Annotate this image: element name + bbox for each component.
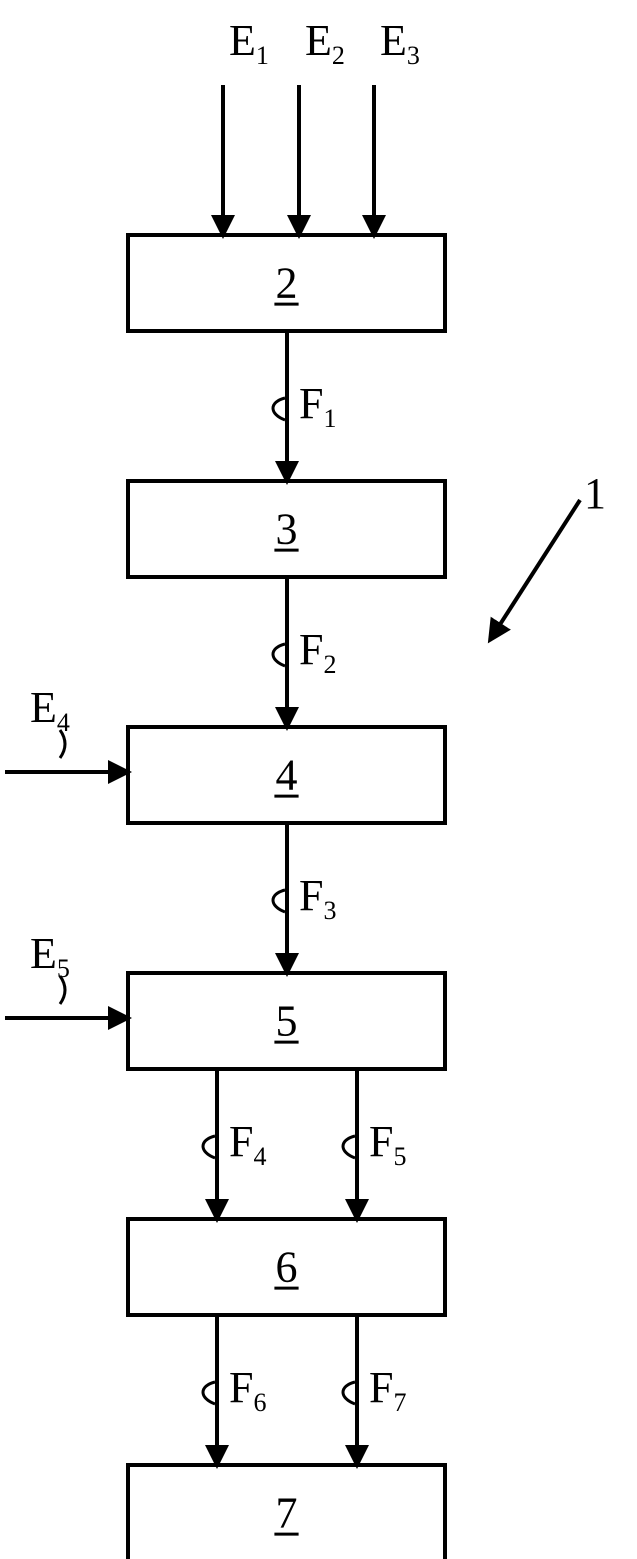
ref-label: 1 — [584, 469, 606, 518]
block-label-3: 3 — [276, 505, 298, 554]
block-label-7: 7 — [276, 1489, 298, 1538]
block-label-2: 2 — [276, 259, 298, 308]
block-label-4: 4 — [276, 751, 298, 800]
block-label-6: 6 — [276, 1243, 298, 1292]
block-label-5: 5 — [276, 997, 298, 1046]
